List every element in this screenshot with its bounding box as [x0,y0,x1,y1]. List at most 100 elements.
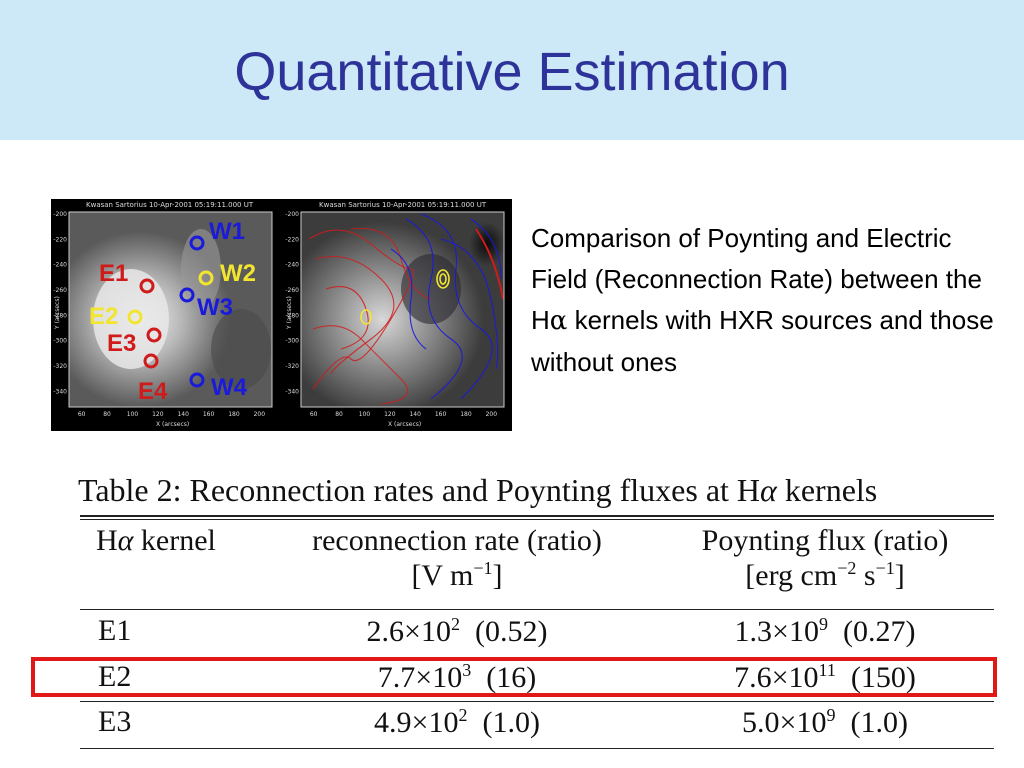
header-kernel-text: kernel [133,524,216,557]
w3-marker [179,287,195,303]
header-kernel-h: H [96,524,118,557]
rx-ticks-label: 120 [384,411,396,418]
lx-ticks-label: 200 [254,411,266,418]
right-y-ticks: -200 -220 -240 -260 -280 -300 -320 -340 [285,211,299,395]
header-flux: Poynting flux (ratio) [erg cm−2 s−1] [665,524,985,593]
e2-marker [127,309,143,325]
w2-label: W2 [220,260,256,287]
rx-ticks-label: 80 [335,411,343,418]
table-top-rule [80,515,994,517]
ly-ticks-label: -200 [53,211,67,218]
title-bar: Quantitative Estimation [0,0,1024,140]
ly-ticks-label: -280 [53,312,67,319]
w1-marker [189,235,205,251]
row-e2-rate-ratio: (16) [471,661,537,694]
left-y-ticks: -200 -220 -240 -260 -280 -300 -320 -340 [53,211,67,395]
row-e3-flux-mant: 5.0×10 [742,706,827,739]
left-ylabel: Y (arcsecs) [54,296,61,330]
row-e2-kernel: E2 [98,660,132,693]
header-flux-unit: [erg cm−2 s−1] [665,558,985,593]
right-panel-header: Kwasan Sartorius 10-Apr-2001 05:19:11.00… [319,201,487,209]
ly-ticks-label: -240 [53,262,67,269]
w2-marker [198,270,214,286]
ry-ticks-label: -260 [285,287,299,294]
right-panel: Kwasan Sartorius 10-Apr-2001 05:19:11.00… [285,201,505,428]
ry-ticks-label: -240 [285,262,299,269]
table-title-alpha: α [760,472,777,508]
lx-ticks-label: 120 [152,411,164,418]
left-xlabel: X (arcsecs) [156,421,189,428]
contours [308,213,504,405]
row-e3-kernel: E3 [98,705,132,738]
table-title-before: Table 2: Reconnection rates and Poynting… [78,472,761,508]
ry-ticks-label: -280 [285,312,299,319]
right-x-ticks: 60 80 100 120 140 160 180 200 [310,411,497,418]
row-e3-flux-exp: 9 [826,705,836,725]
rx-ticks-label: 180 [460,411,472,418]
table-title: Table 2: Reconnection rates and Poynting… [78,472,1018,509]
header-rate-unit-exp: −1 [473,558,493,578]
header-rate-unit: [V m−1] [272,558,642,593]
right-xlabel: X (arcsecs) [388,421,421,428]
header-rate-unit-end: ] [492,559,503,592]
header-rate-title: reconnection rate (ratio) [312,524,602,557]
row-e1-rate-mant: 2.6×10 [366,615,451,648]
w4-label: W4 [211,374,248,401]
left-panel: Kwasan Sartorius 10-Apr-2001 05:19:11.00… [53,201,273,428]
solar-images: Kwasan Sartorius 10-Apr-2001 05:19:11.00… [53,201,505,428]
header-flux-unit-exp-b: −1 [875,558,895,578]
row-e3-flux-ratio: (1.0) [835,706,908,739]
solar-figure: Kwasan Sartorius 10-Apr-2001 05:19:11.00… [51,199,512,431]
e4-label: E4 [138,378,168,405]
rx-ticks-label: 140 [409,411,421,418]
row-e3-rate-mant: 4.9×10 [374,706,459,739]
table-row-rule-2 [80,701,994,702]
caption-alpha: α [549,306,568,336]
e2-highlight-box [31,657,997,697]
row-e2-flux-exp: 11 [818,660,836,680]
row-e2-flux-ratio: (150) [835,661,916,694]
row-e3-flux: 5.0×109 (1.0) [665,705,985,740]
table-header-rule [80,609,994,610]
caption-text-before: Comparison of Poynting and Electric Fiel… [531,223,982,335]
w4-marker [189,372,205,388]
table-top-rule-2 [80,519,994,520]
row-e1-rate-exp: 2 [450,614,460,634]
header-flux-title: Poynting flux (ratio) [701,524,949,557]
lx-ticks-label: 180 [228,411,240,418]
figure-caption: Comparison of Poynting and Electric Fiel… [531,218,1001,383]
lx-ticks-label: 100 [127,411,139,418]
rx-ticks-label: 200 [486,411,498,418]
table-bottom-rule [80,748,994,749]
w1-label: W1 [209,218,245,245]
lx-ticks-label: 80 [103,411,111,418]
row-e1-flux-ratio: (0.27) [827,615,916,648]
header-flux-unit-end: ] [894,559,905,592]
rx-ticks-label: 100 [359,411,371,418]
e1-marker [139,278,155,294]
right-ylabel: Y (arcsecs) [286,296,293,330]
ly-ticks-label: -300 [53,338,67,345]
ry-ticks-label: -200 [285,211,299,218]
ry-ticks-label: -220 [285,236,299,243]
lx-ticks-label: 140 [177,411,189,418]
row-e1-flux-mant: 1.3×10 [734,615,819,648]
e1-label: E1 [99,260,128,287]
row-e1-flux: 1.3×109 (0.27) [665,614,985,649]
row-e1-flux-exp: 9 [818,614,828,634]
e3-label: E3 [107,330,136,357]
w3-label: W3 [197,294,233,321]
header-flux-unit-exp-a: −2 [837,558,857,578]
header-rate: reconnection rate (ratio) [V m−1] [272,524,642,593]
header-flux-unit-b: s [856,559,876,592]
header-kernel-alpha: α [117,524,134,557]
row-e1-kernel: E1 [98,614,132,647]
e3-marker [146,327,162,343]
row-e3-rate-ratio: (1.0) [467,706,540,739]
ry-ticks-label: -300 [285,338,299,345]
left-panel-header: Kwasan Sartorius 10-Apr-2001 05:19:11.00… [86,201,254,209]
slide-title: Quantitative Estimation [234,42,790,102]
row-e2-rate-mant: 7.7×10 [377,661,463,694]
row-e1-rate-ratio: (0.52) [459,615,548,648]
row-e3-rate: 4.9×102 (1.0) [272,705,642,740]
